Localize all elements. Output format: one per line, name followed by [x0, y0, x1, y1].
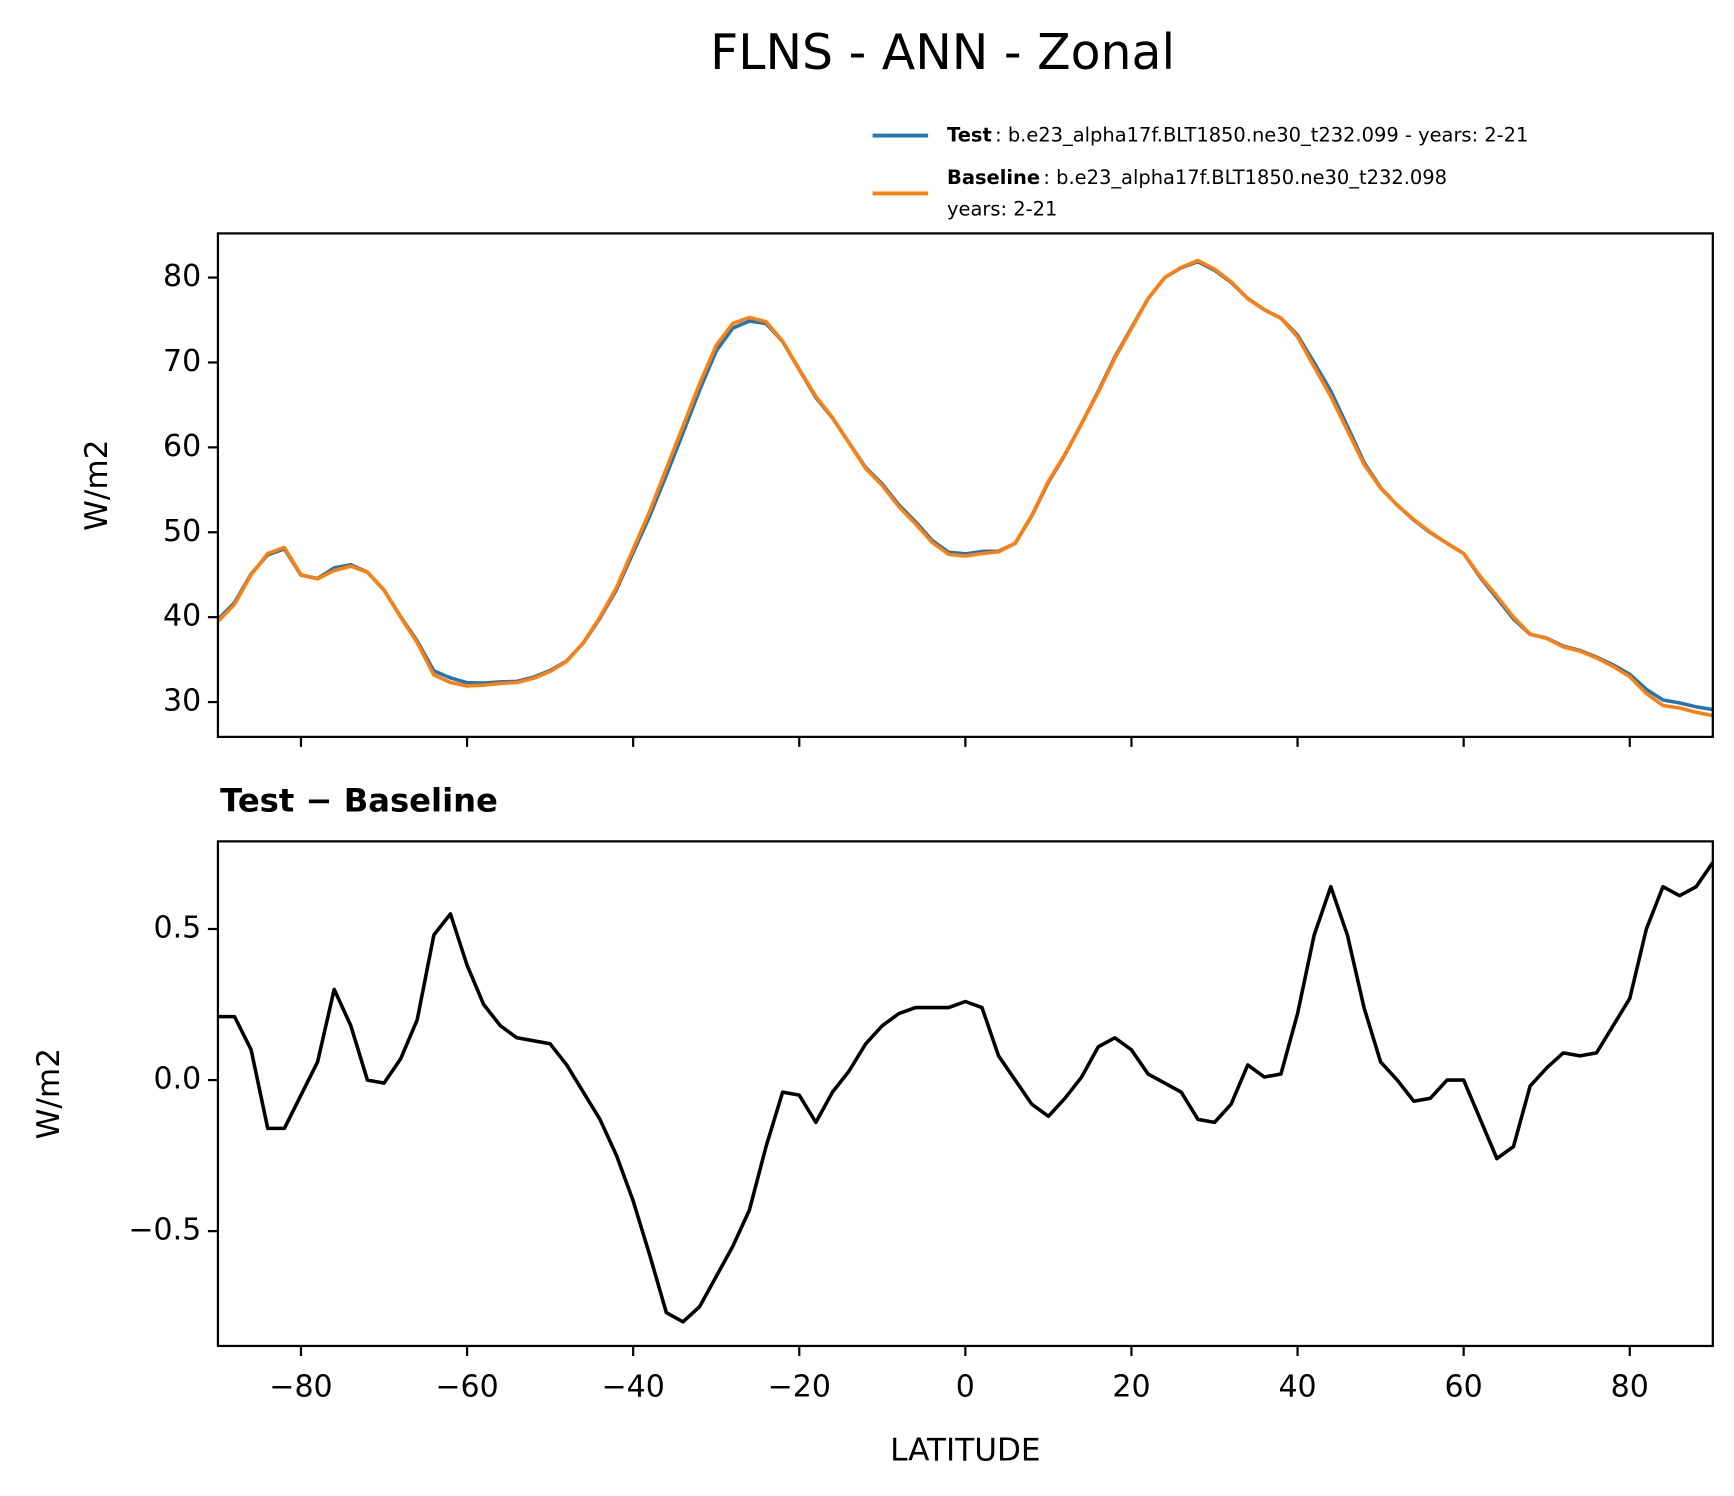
x-tick-label: −80	[269, 1370, 332, 1405]
x-tick-label: 20	[1112, 1370, 1150, 1405]
x-tick-label: −20	[768, 1370, 831, 1405]
x-tick-label: 80	[1611, 1370, 1649, 1405]
legend-text: years: 2-21	[947, 198, 1057, 221]
y-tick-label: 70	[163, 344, 201, 379]
axes-frame	[216, 232, 1714, 738]
y-tick-label: 40	[163, 599, 201, 634]
plot-area	[217, 258, 1713, 718]
data-line	[217, 861, 1713, 1324]
legend-name: Test	[947, 123, 992, 146]
y-tick-label: 30	[163, 684, 201, 719]
x-tick-label: 40	[1278, 1370, 1316, 1405]
x-tick-label: −60	[435, 1370, 498, 1405]
y-axis-label: W/m2	[31, 1048, 67, 1139]
y-tick-label: 60	[163, 429, 201, 464]
legend-entry: Baseline: b.e23_alpha17f.BLT1850.ne30_t2…	[947, 165, 1447, 188]
x-tick-label: 0	[956, 1370, 975, 1405]
legend-text: : b.e23_alpha17f.BLT1850.ne30_t232.099 -…	[995, 123, 1528, 146]
figure-title: FLNS - ANN - Zonal	[710, 24, 1175, 81]
legend-text: : b.e23_alpha17f.BLT1850.ne30_t232.098	[1043, 165, 1447, 188]
x-axis-label: LATITUDE	[890, 1433, 1040, 1469]
panel-title: Test − Baseline	[220, 781, 498, 819]
legend-name: Baseline	[947, 165, 1040, 188]
x-tick-label: 60	[1445, 1370, 1483, 1405]
y-axis-label: W/m2	[79, 439, 115, 530]
axes-frame	[216, 840, 1714, 1348]
y-tick-label: 50	[163, 514, 201, 549]
y-tick-label: 0.0	[154, 1062, 202, 1097]
legend-entry: Test: b.e23_alpha17f.BLT1850.ne30_t232.0…	[947, 123, 1528, 146]
y-tick-label: 80	[163, 259, 201, 294]
data-line	[217, 259, 1713, 712]
data-line	[217, 258, 1713, 718]
y-tick-label: 0.5	[154, 910, 202, 945]
x-tick-label: −40	[602, 1370, 665, 1405]
plot-area	[217, 861, 1713, 1324]
y-tick-label: −0.5	[128, 1213, 201, 1248]
